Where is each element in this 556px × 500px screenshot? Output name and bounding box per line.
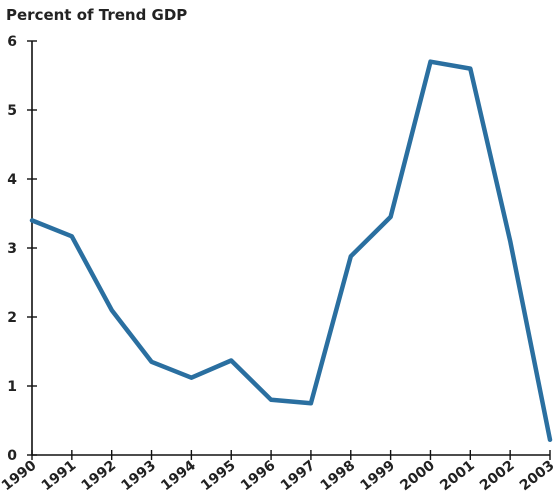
x-tick-label: 1992 [79, 458, 120, 495]
y-tick-label: 5 [7, 103, 17, 119]
chart-title: Percent of Trend GDP [6, 6, 187, 24]
x-tick-label: 1999 [358, 458, 399, 495]
y-tick-label: 3 [7, 241, 17, 257]
x-tick-label: 1991 [39, 458, 80, 495]
y-tick-label: 4 [7, 172, 17, 188]
series-line [29, 59, 553, 443]
x-tick-label: 1994 [158, 457, 199, 494]
x-tick-label: 2001 [437, 458, 478, 495]
x-tick-label: 1998 [318, 458, 359, 495]
y-tick-label: 6 [7, 34, 17, 50]
series-group [29, 59, 553, 443]
y-tick-label: 0 [7, 448, 17, 464]
axes [31, 41, 550, 456]
y-tick-label: 1 [7, 379, 17, 395]
x-tick-label: 1995 [198, 458, 239, 495]
x-tick-label: 1993 [118, 458, 159, 495]
y-tick-label: 2 [7, 310, 17, 326]
x-axis-ticks: 1990 1991 1992 1993 1994 1995 1996 1997 1998 1999… [0, 450, 556, 494]
x-tick-label: 2002 [477, 458, 518, 495]
x-tick-label: 2000 [397, 457, 438, 494]
x-tick-label: 1996 [238, 458, 279, 495]
x-tick-label: 2003 [517, 458, 556, 495]
x-tick-label: 1990 [0, 457, 40, 494]
y-axis-ticks: 0 1 2 3 4 5 6 [7, 34, 37, 464]
x-tick-label: 1997 [278, 458, 319, 495]
